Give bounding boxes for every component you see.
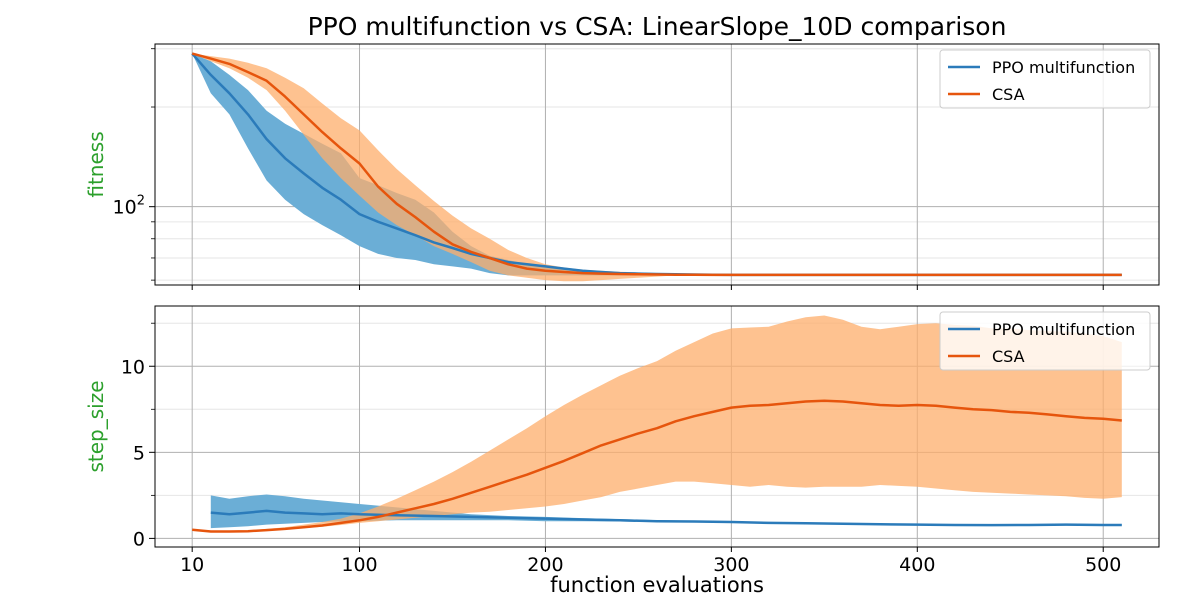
- x-tick-label: 100: [341, 554, 377, 576]
- y-axis-label: fitness: [84, 131, 108, 197]
- series-line-csa: [191, 52, 1122, 277]
- series-line-ppo: [210, 509, 1122, 527]
- y-tick-label: 5: [133, 442, 145, 464]
- x-tick-label: 10: [180, 554, 204, 576]
- axes-frame: [154, 43, 1160, 286]
- series-line-csa: [192, 399, 1122, 533]
- legend-box: [939, 49, 1151, 109]
- legend-label: CSA: [992, 85, 1025, 104]
- x-tick-label: 300: [713, 554, 749, 576]
- series-band-csa: [192, 315, 1122, 532]
- y-tick-label: 10: [121, 356, 145, 378]
- step-size-panel: 10 100 200 300 400 500 0 5 10 step_size PPO multif…: [84, 305, 1160, 576]
- x-tick-label: 400: [899, 554, 935, 576]
- x-axis-label: function evaluations: [550, 573, 764, 597]
- legend-label: PPO multifunction: [992, 58, 1135, 77]
- y-tick-label: 0: [133, 528, 145, 550]
- legend-label: CSA: [992, 347, 1025, 366]
- legend-label: PPO multifunction: [992, 320, 1135, 339]
- series-band-ppo: [210, 494, 1122, 529]
- legend-box: [939, 311, 1151, 371]
- axes-frame: [154, 305, 1160, 548]
- chart-title: PPO multifunction vs CSA: LinearSlope_10…: [308, 12, 1007, 41]
- x-tick-label: 500: [1085, 554, 1121, 576]
- x-tick-label: 200: [527, 554, 563, 576]
- y-tick-label: 102: [113, 194, 145, 219]
- y-axis-label: step_size: [84, 380, 108, 472]
